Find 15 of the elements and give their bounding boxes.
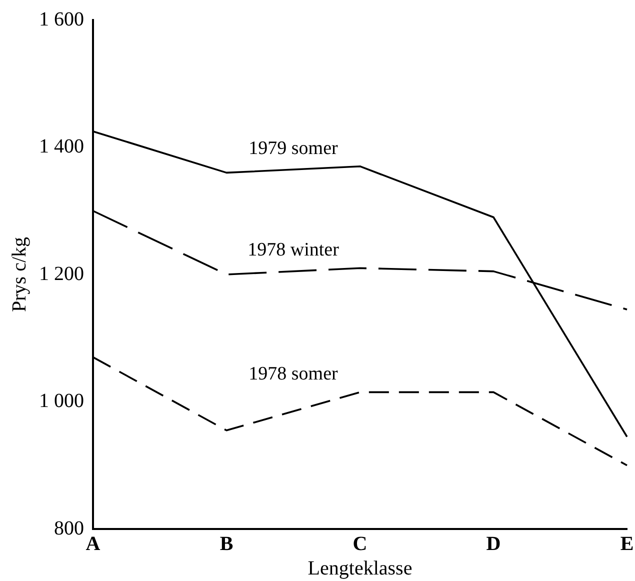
- y-tick-label: 1 000: [39, 390, 84, 412]
- x-tick-label: D: [486, 533, 501, 556]
- series-label: 1978 somer: [248, 364, 339, 385]
- x-tick-label: B: [220, 533, 234, 556]
- x-tick-label: C: [352, 533, 368, 556]
- y-tick-label: 1 600: [39, 8, 84, 30]
- y-axis-title: Prys c/kg: [8, 237, 30, 312]
- x-tick-label: E: [620, 533, 634, 556]
- y-tick-label: 1 200: [39, 262, 84, 285]
- x-tick-label: A: [86, 533, 101, 556]
- series-label: 1978 winter: [248, 240, 340, 261]
- x-axis-title: Lengteklasse: [308, 557, 412, 580]
- series-label: 1979 somer: [248, 138, 339, 159]
- y-tick-label: 800: [54, 517, 84, 540]
- y-tick-label: 1 400: [39, 136, 84, 158]
